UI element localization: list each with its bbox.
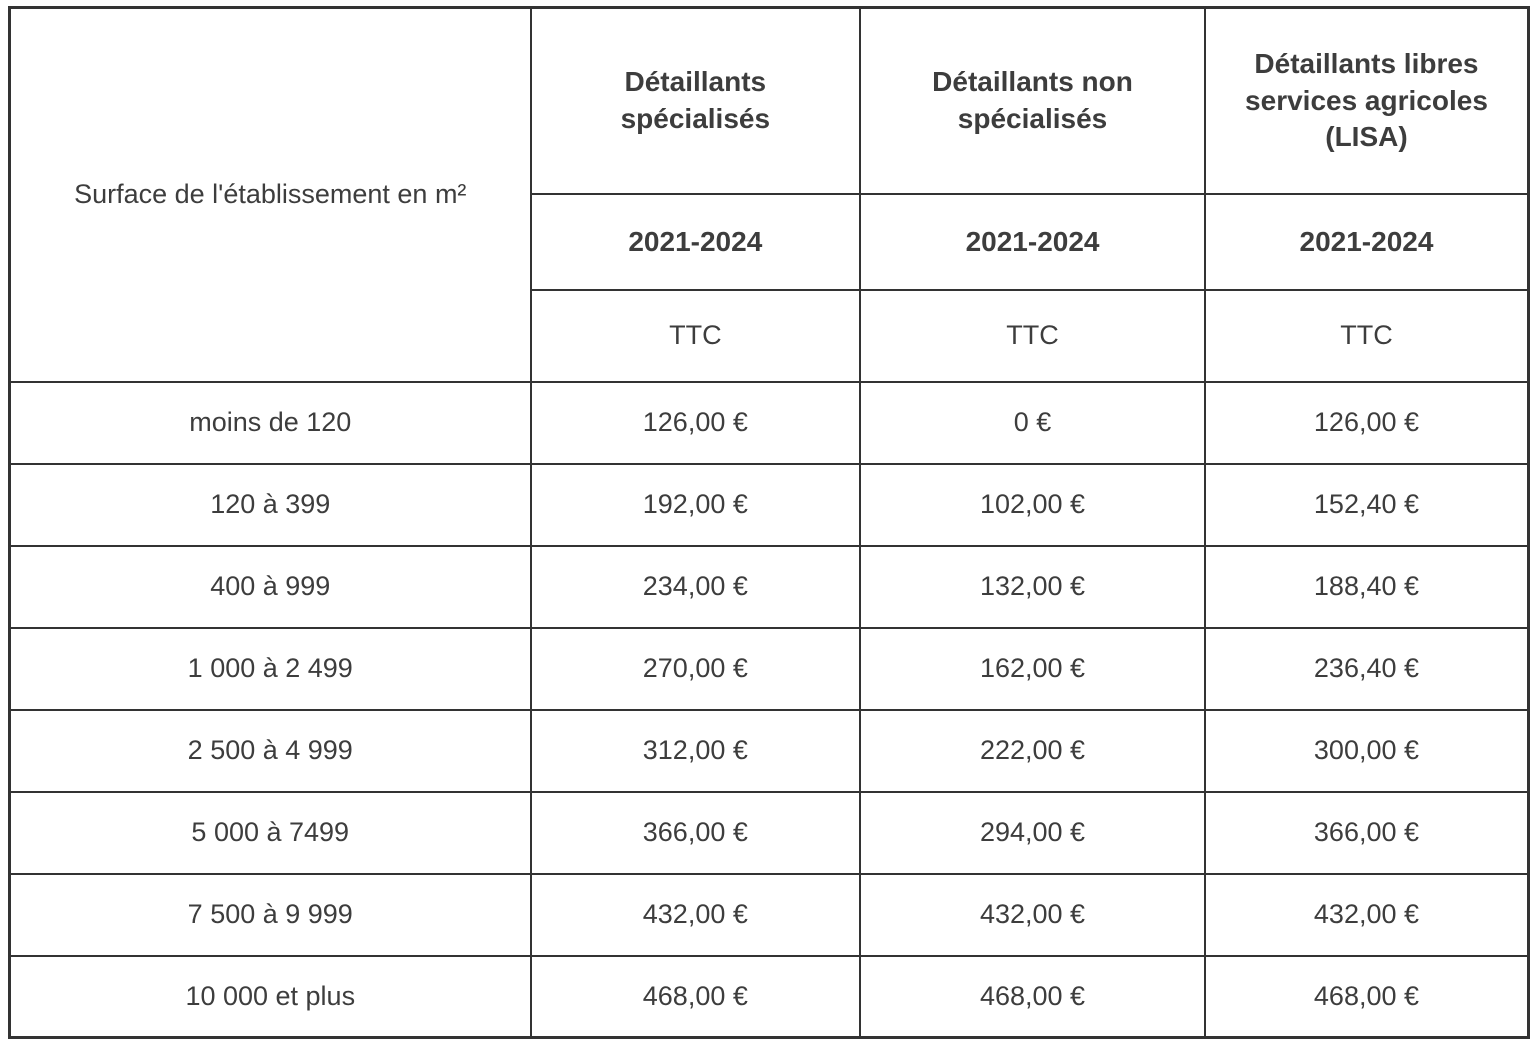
- price-cell: 234,00 €: [529, 544, 862, 629]
- period-cell: 2021-2024: [529, 192, 862, 291]
- surface-cell: moins de 120: [8, 380, 532, 465]
- table-row: 120 à 399 192,00 € 102,00 € 152,40 €: [8, 462, 1530, 547]
- table-row: moins de 120 126,00 € 0 € 126,00 €: [8, 380, 1530, 465]
- surface-cell: 7 500 à 9 999: [8, 872, 532, 957]
- column-header-detaillants-non-specialises: Détaillants non spécialisés: [859, 6, 1206, 195]
- header-row-tax: TTC TTC TTC: [10, 288, 1530, 383]
- tax-cell: TTC: [859, 288, 1206, 383]
- corner-header-surface: Surface de l'établissement en m²: [8, 6, 532, 383]
- price-cell: 366,00 €: [1203, 790, 1530, 875]
- tax-cell: TTC: [529, 288, 862, 383]
- price-cell: 222,00 €: [859, 708, 1206, 793]
- price-cell: 300,00 €: [1203, 708, 1530, 793]
- header-row-period: 2021-2024 2021-2024 2021-2024: [10, 192, 1530, 291]
- price-cell: 468,00 €: [859, 954, 1206, 1039]
- header-row-names: Surface de l'établissement en m² Détaill…: [8, 6, 1530, 383]
- price-cell: 468,00 €: [1203, 954, 1530, 1039]
- table-row: 400 à 999 234,00 € 132,00 € 188,40 €: [8, 544, 1530, 629]
- surface-cell: 2 500 à 4 999: [8, 708, 532, 793]
- tariff-table: Surface de l'établissement en m² Détaill…: [8, 6, 1530, 1039]
- column-header-detaillants-specialises: Détaillants spécialisés: [529, 6, 862, 195]
- price-cell: 0 €: [859, 380, 1206, 465]
- table-row: 2 500 à 4 999 312,00 € 222,00 € 300,00 €: [8, 708, 1530, 793]
- price-cell: 312,00 €: [529, 708, 862, 793]
- price-cell: 432,00 €: [1203, 872, 1530, 957]
- price-cell: 152,40 €: [1203, 462, 1530, 547]
- price-cell: 132,00 €: [859, 544, 1206, 629]
- surface-cell: 1 000 à 2 499: [8, 626, 532, 711]
- price-cell: 102,00 €: [859, 462, 1206, 547]
- table-row: 7 500 à 9 999 432,00 € 432,00 € 432,00 €: [8, 872, 1530, 957]
- surface-cell: 10 000 et plus: [8, 954, 532, 1039]
- price-cell: 188,40 €: [1203, 544, 1530, 629]
- price-cell: 432,00 €: [529, 872, 862, 957]
- table-row: 10 000 et plus 468,00 € 468,00 € 468,00 …: [8, 954, 1530, 1039]
- price-cell: 468,00 €: [529, 954, 862, 1039]
- table-row: 1 000 à 2 499 270,00 € 162,00 € 236,40 €: [8, 626, 1530, 711]
- price-cell: 192,00 €: [529, 462, 862, 547]
- price-cell: 126,00 €: [529, 380, 862, 465]
- surface-cell: 400 à 999: [8, 544, 532, 629]
- tax-cell: TTC: [1203, 288, 1530, 383]
- surface-cell: 5 000 à 7499: [8, 790, 532, 875]
- price-cell: 270,00 €: [529, 626, 862, 711]
- table-row: 5 000 à 7499 366,00 € 294,00 € 366,00 €: [8, 790, 1530, 875]
- price-cell: 294,00 €: [859, 790, 1206, 875]
- surface-cell: 120 à 399: [8, 462, 532, 547]
- price-cell: 366,00 €: [529, 790, 862, 875]
- period-cell: 2021-2024: [1203, 192, 1530, 291]
- price-cell: 432,00 €: [859, 872, 1206, 957]
- price-cell: 162,00 €: [859, 626, 1206, 711]
- price-cell: 126,00 €: [1203, 380, 1530, 465]
- price-cell: 236,40 €: [1203, 626, 1530, 711]
- period-cell: 2021-2024: [859, 192, 1206, 291]
- column-header-detaillants-lisa: Détaillants libres services agricoles (L…: [1203, 6, 1530, 195]
